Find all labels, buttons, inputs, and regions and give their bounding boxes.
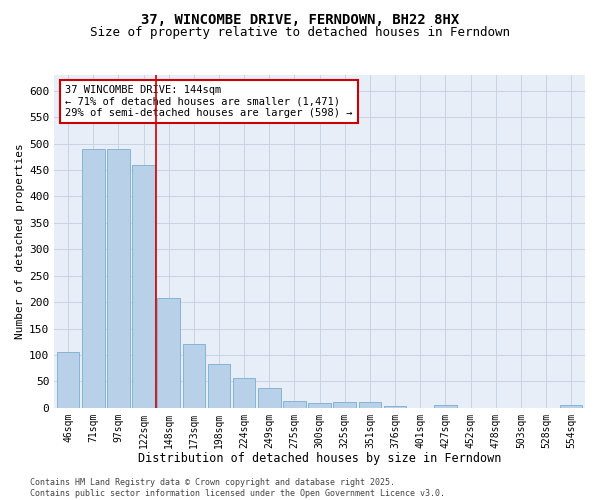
Bar: [182, 344, 205, 408]
Bar: [57, 352, 79, 408]
Bar: [157, 298, 180, 408]
Y-axis label: Number of detached properties: Number of detached properties: [15, 144, 25, 339]
Bar: [560, 404, 583, 407]
Text: 37, WINCOMBE DRIVE, FERNDOWN, BH22 8HX: 37, WINCOMBE DRIVE, FERNDOWN, BH22 8HX: [141, 12, 459, 26]
Bar: [283, 401, 306, 407]
Bar: [308, 404, 331, 407]
X-axis label: Distribution of detached houses by size in Ferndown: Distribution of detached houses by size …: [138, 452, 502, 465]
Text: Size of property relative to detached houses in Ferndown: Size of property relative to detached ho…: [90, 26, 510, 39]
Bar: [82, 149, 104, 407]
Text: Contains HM Land Registry data © Crown copyright and database right 2025.
Contai: Contains HM Land Registry data © Crown c…: [30, 478, 445, 498]
Bar: [359, 402, 381, 407]
Bar: [107, 149, 130, 407]
Bar: [384, 406, 406, 407]
Bar: [258, 388, 281, 407]
Text: 37 WINCOMBE DRIVE: 144sqm
← 71% of detached houses are smaller (1,471)
29% of se: 37 WINCOMBE DRIVE: 144sqm ← 71% of detac…: [65, 85, 352, 118]
Bar: [208, 364, 230, 408]
Bar: [334, 402, 356, 407]
Bar: [233, 378, 256, 408]
Bar: [132, 165, 155, 408]
Bar: [434, 405, 457, 407]
